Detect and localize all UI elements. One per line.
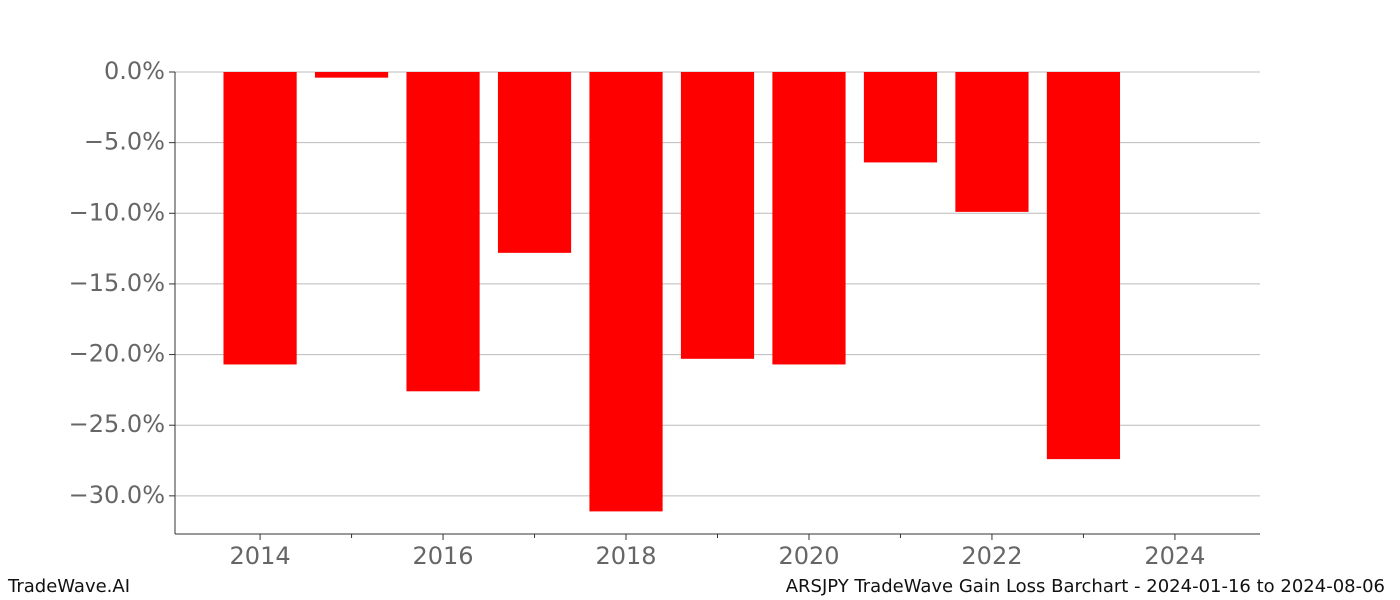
footer-left: TradeWave.AI	[7, 576, 130, 597]
footer-right: ARSJPY TradeWave Gain Loss Barchart - 20…	[786, 576, 1385, 597]
y-tick-label: −30.0%	[69, 481, 165, 509]
bar	[497, 72, 572, 253]
bar	[589, 72, 663, 512]
bar	[406, 72, 480, 392]
bar	[955, 72, 1029, 212]
bar	[863, 72, 938, 163]
x-tick-label: 2014	[230, 542, 291, 570]
x-tick-label: 2022	[961, 542, 1022, 570]
y-tick-label: −25.0%	[69, 410, 165, 438]
bar	[772, 72, 846, 365]
bar	[314, 72, 389, 78]
y-tick-label: −15.0%	[69, 269, 165, 297]
bar	[223, 72, 297, 365]
x-tick-label: 2016	[413, 542, 474, 570]
bar	[680, 72, 755, 359]
bar	[1046, 72, 1121, 460]
y-tick-label: −5.0%	[84, 128, 165, 156]
y-tick-label: −20.0%	[69, 340, 165, 368]
x-tick-label: 2024	[1144, 542, 1205, 570]
y-tick-label: −10.0%	[69, 198, 165, 226]
x-tick-label: 2018	[595, 542, 656, 570]
y-tick-label: 0.0%	[104, 57, 165, 85]
x-tick-label: 2020	[778, 542, 839, 570]
